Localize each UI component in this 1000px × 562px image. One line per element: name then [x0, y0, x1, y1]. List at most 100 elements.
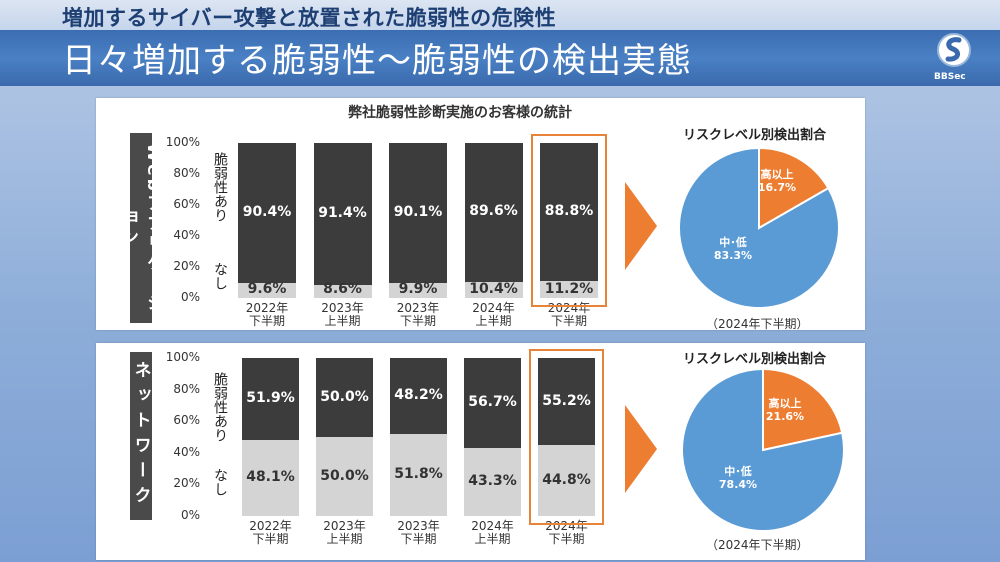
x-tick-line: 下半期 — [399, 314, 436, 328]
x-tick-line: 上半期 — [324, 314, 361, 328]
data-label-no: 44.8% — [542, 471, 591, 488]
arrow-icon — [625, 182, 657, 270]
page-title: 日々増加する脆弱性〜脆弱性の検出実態 — [62, 41, 692, 81]
highlight-box — [529, 349, 604, 525]
x-tick-line: 下半期 — [400, 532, 437, 546]
web-panel-label: Webアプリケーション — [118, 133, 163, 323]
y-tick-label: 0% — [180, 290, 200, 304]
title-bar — [0, 30, 1000, 86]
x-tick-line: 下半期 — [550, 314, 587, 328]
series-label-no: なし — [212, 262, 228, 290]
data-label-no: 8.6% — [323, 281, 362, 297]
y-tick-label: 80% — [173, 166, 200, 180]
data-label-yes: 90.1% — [393, 203, 443, 220]
pie-slice — [758, 146, 830, 230]
x-tick-line: 2023年 — [323, 519, 366, 533]
pie-slice-name: 中･低 — [719, 235, 747, 249]
y-tick-label: 80% — [173, 381, 200, 396]
x-tick-line: 下半期 — [248, 314, 285, 328]
pie-title: リスクレベル別検出割合 — [683, 352, 827, 367]
bar-segment-no — [389, 282, 447, 298]
x-tick-label: 2022年 下半期 — [238, 520, 303, 546]
x-tick-line: 2023年 — [396, 301, 440, 315]
x-tick-line: 2023年 — [321, 301, 364, 315]
bar-segment-no — [242, 440, 299, 516]
bar-segment-yes — [538, 358, 595, 446]
x-tick-label: 2023年 下半期 — [386, 520, 451, 546]
pie-slice-value: 83.3% — [714, 249, 752, 262]
data-label-yes: 56.7% — [468, 393, 517, 410]
bar-segment-yes — [238, 143, 296, 284]
pie-slice — [762, 367, 844, 452]
bar-segment-no — [313, 284, 372, 298]
pie-slice-name: 中･低 — [724, 464, 752, 478]
series-label-no: なし — [212, 468, 228, 496]
pie-slice-value: 16.7% — [758, 181, 796, 194]
data-label-no: 48.1% — [246, 469, 295, 485]
x-tick-line: 2024年 — [472, 301, 515, 315]
data-label-no: 11.2% — [544, 281, 594, 297]
x-tick-line: 上半期 — [326, 532, 363, 546]
x-tick-line: 2024年 — [547, 301, 591, 315]
bar-segment-no — [538, 445, 595, 516]
x-tick-line: 上半期 — [475, 314, 512, 328]
pie-subtitle: （2024年下半期） — [706, 538, 809, 552]
data-label-yes: 51.9% — [246, 390, 295, 406]
bar-segment-yes — [313, 143, 372, 285]
x-tick-line: 下半期 — [252, 532, 289, 546]
bar-segment-yes — [464, 143, 523, 282]
bar-segment-yes — [464, 358, 521, 448]
header-strip — [0, 0, 1000, 30]
bar-segment-yes — [390, 358, 447, 435]
x-tick-line: 上半期 — [474, 532, 511, 546]
bar-segment-yes — [242, 358, 299, 440]
x-tick-label: 2023年 上半期 — [310, 302, 376, 328]
pie-title: リスクレベル別検出割合 — [683, 128, 827, 143]
x-tick-label: 2023年 下半期 — [385, 302, 451, 328]
y-tick-label: 40% — [173, 228, 200, 242]
y-tick-label: 20% — [173, 259, 200, 273]
data-label-yes: 89.6% — [469, 203, 518, 220]
y-tick-label: 20% — [173, 476, 200, 491]
pie-slice — [678, 146, 840, 309]
x-tick-line: 2022年 — [245, 301, 289, 315]
bar-segment-no — [464, 281, 523, 298]
x-tick-label: 2022年 下半期 — [234, 302, 300, 328]
network-panel-label: ネットワーク — [130, 352, 152, 520]
x-tick-label: 2024年 下半期 — [536, 302, 602, 328]
data-label-yes: 88.8% — [544, 202, 594, 219]
bar-segment-no — [464, 447, 521, 516]
pie-slice-value: 78.4% — [719, 478, 757, 491]
x-tick-line: 2024年 — [471, 519, 514, 533]
x-tick-label: 2024年 上半期 — [460, 520, 525, 546]
pie-slice-value: 21.6% — [766, 410, 804, 423]
x-tick-line: 2023年 — [397, 519, 440, 533]
data-label-yes: 50.0% — [320, 388, 369, 405]
bar-segment-yes — [389, 143, 447, 283]
data-label-yes: 91.4% — [318, 204, 367, 221]
y-tick-label: 100% — [165, 350, 200, 364]
pie-slice — [681, 367, 845, 532]
series-label-yes: 脆弱性あり — [212, 372, 228, 442]
y-tick-label: 60% — [173, 413, 200, 428]
x-tick-line: 2024年 — [545, 519, 588, 533]
pie-slice-name: 高以上 — [769, 396, 802, 410]
bar-segment-no — [316, 437, 373, 516]
y-tick-label: 60% — [173, 197, 200, 211]
page-subtitle: 増加するサイバー攻撃と放置された脆弱性の危険性 — [62, 6, 557, 30]
data-label-no: 10.4% — [469, 281, 518, 297]
y-tick-label: 100% — [165, 135, 200, 149]
data-label-yes: 55.2% — [542, 392, 591, 409]
y-tick-label: 0% — [180, 508, 200, 522]
company-logo — [937, 33, 971, 67]
x-tick-label: 2023年 上半期 — [312, 520, 377, 546]
bar-segment-yes — [540, 143, 598, 281]
chart-title: 弊社脆弱性診断実施のお客様の統計 — [348, 105, 572, 121]
series-label-yes: 脆弱性あり — [212, 152, 228, 222]
pie-subtitle: （2024年下半期） — [706, 317, 809, 331]
pie-slice-name: 高以上 — [761, 167, 794, 181]
data-label-no: 43.3% — [468, 472, 517, 489]
data-label-no: 50.0% — [320, 467, 369, 484]
